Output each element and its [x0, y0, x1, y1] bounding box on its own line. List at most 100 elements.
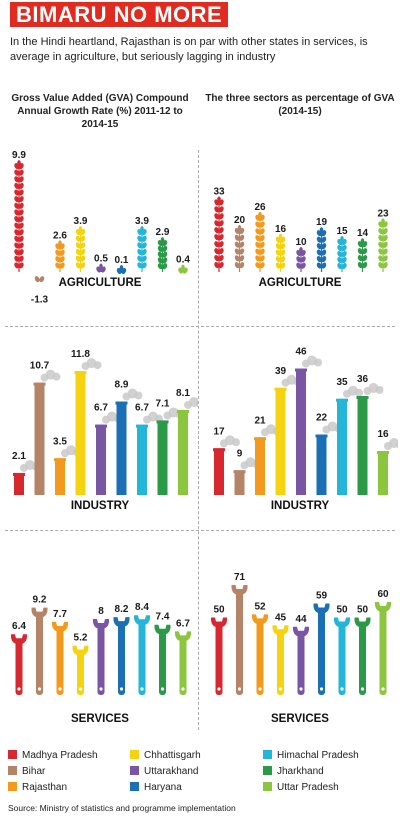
bar-grain — [280, 243, 286, 250]
legend-swatch — [263, 766, 272, 775]
bar-body — [137, 424, 147, 495]
bar-grain — [162, 245, 168, 252]
value-label: 2.1 — [12, 451, 26, 462]
bar-head — [154, 624, 171, 635]
value-label: 0.5 — [94, 254, 108, 265]
bar-body — [234, 470, 245, 495]
bar-grain — [55, 249, 61, 256]
bar-grain — [255, 255, 261, 262]
bar-madhya-pradesh — [11, 634, 27, 695]
bar-hole — [381, 687, 385, 691]
bar-grain — [382, 228, 388, 235]
bar-body — [14, 472, 24, 495]
value-label: 50 — [213, 605, 225, 616]
value-label: 50 — [336, 605, 348, 616]
bar-grain — [321, 249, 327, 256]
bar-grain — [75, 262, 81, 269]
bar-grain — [255, 248, 261, 255]
value-label: 16 — [275, 224, 287, 235]
bar-grain — [18, 182, 24, 190]
bar-grain — [14, 235, 20, 242]
bar-grain — [18, 222, 24, 229]
bar-grain — [137, 262, 143, 269]
bar-smoke — [93, 361, 102, 370]
bar-head — [293, 626, 309, 637]
bar-rajasthan — [252, 614, 268, 695]
value-label: 15 — [336, 226, 348, 237]
value-label: 11.8 — [71, 349, 90, 360]
bar-grain — [316, 243, 322, 250]
bar-grain — [78, 226, 83, 233]
bar-jharkhand — [356, 383, 384, 495]
section-label-industry-right: INDUSTRY — [270, 500, 330, 512]
bar-body — [179, 638, 187, 695]
legend-item: Uttar Pradesh — [263, 782, 339, 794]
bar-grain — [14, 209, 20, 216]
bar-head — [252, 614, 268, 625]
bar-grain — [234, 248, 240, 255]
value-label: 6.7 — [94, 403, 108, 414]
bar-grain — [239, 255, 245, 262]
bar-himachal-pradesh — [134, 615, 150, 695]
bar-grain — [362, 255, 368, 262]
bar-head — [175, 631, 191, 642]
bar-grain — [341, 262, 347, 270]
bar-body — [277, 632, 284, 695]
bar-grain — [162, 263, 168, 270]
bar-body — [275, 387, 286, 495]
bar-grain — [141, 235, 147, 242]
section-label-industry-left: INDUSTRY — [70, 500, 130, 512]
subtitle: In the Hindi heartland, Rajasthan is on … — [10, 36, 368, 63]
value-label: 7.1 — [156, 398, 170, 409]
bar-body — [97, 626, 105, 695]
bar-grain — [255, 221, 261, 228]
bar-cap — [33, 382, 46, 386]
services-growth-chart: 6.4 9.2 7.7 5.2 8 8.2 8.4 7.4 6.7 — [11, 595, 191, 695]
bar-grain — [378, 234, 384, 242]
bar-hole — [78, 687, 83, 691]
bar-madhya-pradesh — [14, 160, 24, 272]
bar-head — [72, 645, 89, 656]
value-label: 9.2 — [33, 595, 47, 606]
legend-swatch — [8, 750, 17, 759]
bar-stem — [18, 163, 20, 272]
bar-grain — [255, 241, 261, 248]
bar-grain — [18, 235, 24, 242]
bar-grain — [157, 257, 163, 264]
bar-hole — [217, 687, 221, 691]
bar-grain — [280, 249, 286, 256]
bar-hole — [37, 687, 42, 691]
bar-grain — [214, 248, 220, 255]
bar-body — [316, 434, 327, 495]
bar-body — [297, 633, 305, 695]
bar-stem — [218, 199, 220, 272]
bar-smoke — [389, 438, 398, 448]
bar-smoke — [375, 386, 384, 394]
bar-grain — [18, 229, 24, 236]
bar-grain — [259, 235, 265, 242]
bar-grain — [259, 228, 265, 235]
bar-bihar — [31, 607, 48, 695]
value-label: 5.2 — [74, 633, 88, 644]
bar-grain — [237, 225, 242, 231]
bar-grain — [18, 262, 24, 269]
legend-swatch — [130, 782, 139, 791]
bar-grain — [218, 234, 224, 241]
bar-grain — [14, 229, 20, 236]
bar-grain — [18, 216, 24, 223]
legend-item: Haryana — [130, 782, 182, 794]
bar-uttarakhand — [293, 626, 309, 695]
bar-cap — [13, 472, 25, 476]
bar-grain — [59, 249, 65, 256]
bar-stem — [79, 229, 82, 272]
bar-body — [337, 398, 347, 495]
bar-smoke — [232, 438, 240, 447]
value-label: 8.4 — [135, 602, 149, 613]
bar-grain — [218, 227, 224, 234]
bar-grain — [360, 238, 365, 245]
value-label: 8.9 — [115, 380, 129, 391]
bar-grain — [137, 242, 143, 249]
bar-stem — [259, 214, 261, 272]
value-label: 16 — [377, 429, 389, 440]
bar-grain — [218, 206, 224, 213]
